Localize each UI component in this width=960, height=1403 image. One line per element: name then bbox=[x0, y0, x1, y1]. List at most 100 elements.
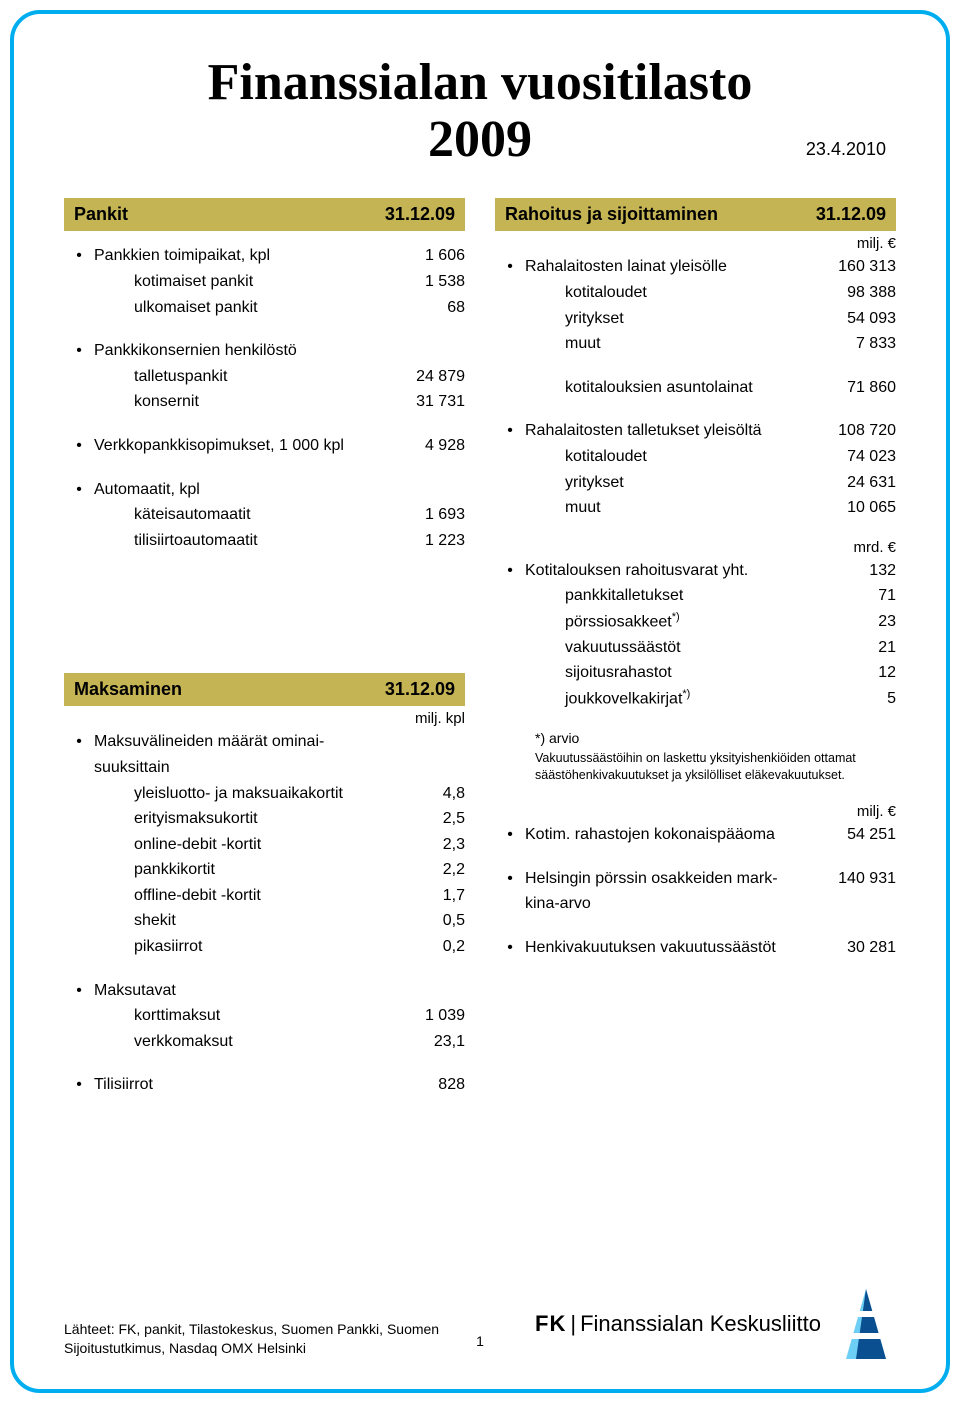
row-value: 12 bbox=[868, 660, 896, 686]
row-value: 98 388 bbox=[837, 280, 896, 306]
data-row: tilisiirtoautomaatit1 223 bbox=[64, 528, 465, 554]
bullet-icon: • bbox=[64, 477, 94, 503]
row-label: kotitalouksien asuntolainat bbox=[565, 375, 837, 401]
data-row: pankkikortit2,2 bbox=[64, 857, 465, 883]
row-label: yritykset bbox=[565, 306, 837, 332]
row-label: shekit bbox=[134, 908, 433, 934]
footnote-text: Vakuutussäästöihin on laskettu yksityish… bbox=[535, 750, 896, 785]
row-value: 1,7 bbox=[433, 883, 465, 909]
bullet-icon: • bbox=[495, 558, 525, 584]
row-value: 74 023 bbox=[837, 444, 896, 470]
data-row: •Rahalaitosten talletukset yleisöltä108 … bbox=[495, 418, 896, 444]
row-label: joukkovelkakirjat*) bbox=[565, 686, 877, 712]
rahoitus-title: Rahoitus ja sijoittaminen bbox=[505, 204, 718, 225]
row-label: •Rahalaitosten lainat yleisölle bbox=[495, 254, 828, 280]
pankit-group4: •Automaatit, kplkäteisautomaatit1 693til… bbox=[64, 477, 465, 554]
superscript: *) bbox=[672, 611, 680, 623]
footnote-label: *) arvio bbox=[535, 730, 896, 746]
brand-fk: FK bbox=[535, 1311, 566, 1336]
data-row: •Kotim. rahastojen kokonaispääoma54 251 bbox=[495, 822, 896, 848]
row-label: •Kotitalouksen rahoitusvarat yht. bbox=[495, 558, 859, 584]
data-row: •Verkkopankkisopimukset, 1 000 kpl4 928 bbox=[64, 433, 465, 459]
row-value: 132 bbox=[859, 558, 896, 584]
row-value: 108 720 bbox=[828, 418, 896, 444]
rahoitus-unit3: milj. € bbox=[495, 803, 896, 820]
data-row: yleisluotto- ja maksuaikakortit4,8 bbox=[64, 781, 465, 807]
maksaminen-unit: milj. kpl bbox=[64, 710, 465, 727]
data-row: •Kotitalouksen rahoitusvarat yht.132 bbox=[495, 558, 896, 584]
bullet-icon: • bbox=[495, 866, 525, 892]
data-row: sijoitusrahastot12 bbox=[495, 660, 896, 686]
maksaminen-group3: •Tilisiirrot828 bbox=[64, 1072, 465, 1098]
page-footer: Lähteet: FK, pankit, Tilastokeskus, Suom… bbox=[64, 1289, 896, 1359]
row-value: 23 bbox=[868, 609, 896, 635]
row-value: 10 065 bbox=[837, 495, 896, 521]
data-row: kotitaloudet98 388 bbox=[495, 280, 896, 306]
data-row: muut7 833 bbox=[495, 331, 896, 357]
data-row: •Automaatit, kpl bbox=[64, 477, 465, 503]
pankit-group2: •Pankkikonsernien henkilöstötalletuspank… bbox=[64, 338, 465, 415]
row-value: 4 928 bbox=[415, 433, 465, 459]
data-row: pankkitalletukset71 bbox=[495, 583, 896, 609]
row-value: 71 bbox=[868, 583, 896, 609]
row-value: 54 251 bbox=[837, 822, 896, 848]
row-value: 31 731 bbox=[406, 389, 465, 415]
row-label: •Verkkopankkisopimukset, 1 000 kpl bbox=[64, 433, 415, 459]
brand-logo-icon bbox=[836, 1289, 896, 1359]
data-row: pörssiosakkeet*)23 bbox=[495, 609, 896, 635]
row-label: •Maksutavat bbox=[64, 978, 455, 1004]
row-label: ulkomaiset pankit bbox=[134, 295, 437, 321]
row-label: kina-arvo bbox=[495, 891, 896, 917]
row-label: yritykset bbox=[565, 470, 837, 496]
row-value: 828 bbox=[428, 1072, 465, 1098]
pankit-title: Pankit bbox=[74, 204, 128, 225]
pankit-header: Pankit 31.12.09 bbox=[64, 198, 465, 231]
maksaminen-group1: •Maksuvälineiden määrät ominai- suuksitt… bbox=[64, 729, 465, 959]
row-label: muut bbox=[565, 495, 837, 521]
bullet-icon: • bbox=[495, 935, 525, 961]
row-label: talletuspankit bbox=[134, 364, 406, 390]
pankit-group3: •Verkkopankkisopimukset, 1 000 kpl4 928 bbox=[64, 433, 465, 459]
data-row: •Maksuvälineiden määrät ominai- bbox=[64, 729, 465, 755]
right-column: Rahoitus ja sijoittaminen 31.12.09 milj.… bbox=[495, 198, 896, 1098]
row-label: •Pankkien toimipaikat, kpl bbox=[64, 243, 415, 269]
brand-name: Finanssialan Keskusliitto bbox=[580, 1311, 821, 1336]
rahoitus-group3: •Rahalaitosten talletukset yleisöltä108 … bbox=[495, 418, 896, 520]
row-label: offline-debit -kortit bbox=[134, 883, 433, 909]
data-row: •Rahalaitosten lainat yleisölle160 313 bbox=[495, 254, 896, 280]
row-label: •Kotim. rahastojen kokonaispääoma bbox=[495, 822, 837, 848]
data-row: verkkomaksut23,1 bbox=[64, 1029, 465, 1055]
row-label: online-debit -kortit bbox=[134, 832, 433, 858]
row-value: 1 039 bbox=[415, 1003, 465, 1029]
row-value: 140 931 bbox=[828, 866, 896, 892]
row-value: 1 223 bbox=[415, 528, 465, 554]
row-label: pankkitalletukset bbox=[565, 583, 868, 609]
data-row: kina-arvo bbox=[495, 891, 896, 917]
page-header: Finanssialan vuositilasto 2009 23.4.2010 bbox=[64, 54, 896, 168]
rahoitus-group1: •Rahalaitosten lainat yleisölle160 313ko… bbox=[495, 254, 896, 356]
data-row: erityismaksukortit2,5 bbox=[64, 806, 465, 832]
bullet-icon: • bbox=[495, 822, 525, 848]
row-label: korttimaksut bbox=[134, 1003, 415, 1029]
maksaminen-group2: •Maksutavatkorttimaksut1 039verkkomaksut… bbox=[64, 978, 465, 1055]
row-value: 2,3 bbox=[433, 832, 465, 858]
page-title: Finanssialan vuositilasto 2009 bbox=[64, 54, 896, 168]
row-label: kotimaiset pankit bbox=[134, 269, 415, 295]
row-label: sijoitusrahastot bbox=[565, 660, 868, 686]
row-label: suuksittain bbox=[64, 755, 465, 781]
title-line2: 2009 bbox=[428, 111, 532, 168]
data-row: muut10 065 bbox=[495, 495, 896, 521]
row-label: •Helsingin pörssin osakkeiden mark- bbox=[495, 866, 828, 892]
row-label: erityismaksukortit bbox=[134, 806, 433, 832]
data-row: shekit0,5 bbox=[64, 908, 465, 934]
rahoitus-unit1: milj. € bbox=[495, 235, 896, 252]
data-row: talletuspankit24 879 bbox=[64, 364, 465, 390]
bullet-icon: • bbox=[495, 254, 525, 280]
maksaminen-header: Maksaminen 31.12.09 bbox=[64, 673, 465, 706]
row-value: 0,2 bbox=[433, 934, 465, 960]
bullet-icon: • bbox=[64, 433, 94, 459]
row-label: yleisluotto- ja maksuaikakortit bbox=[134, 781, 433, 807]
content-columns: Pankit 31.12.09 •Pankkien toimipaikat, k… bbox=[64, 198, 896, 1098]
footnote-block: *) arvio Vakuutussäästöihin on laskettu … bbox=[495, 730, 896, 785]
data-row: korttimaksut1 039 bbox=[64, 1003, 465, 1029]
